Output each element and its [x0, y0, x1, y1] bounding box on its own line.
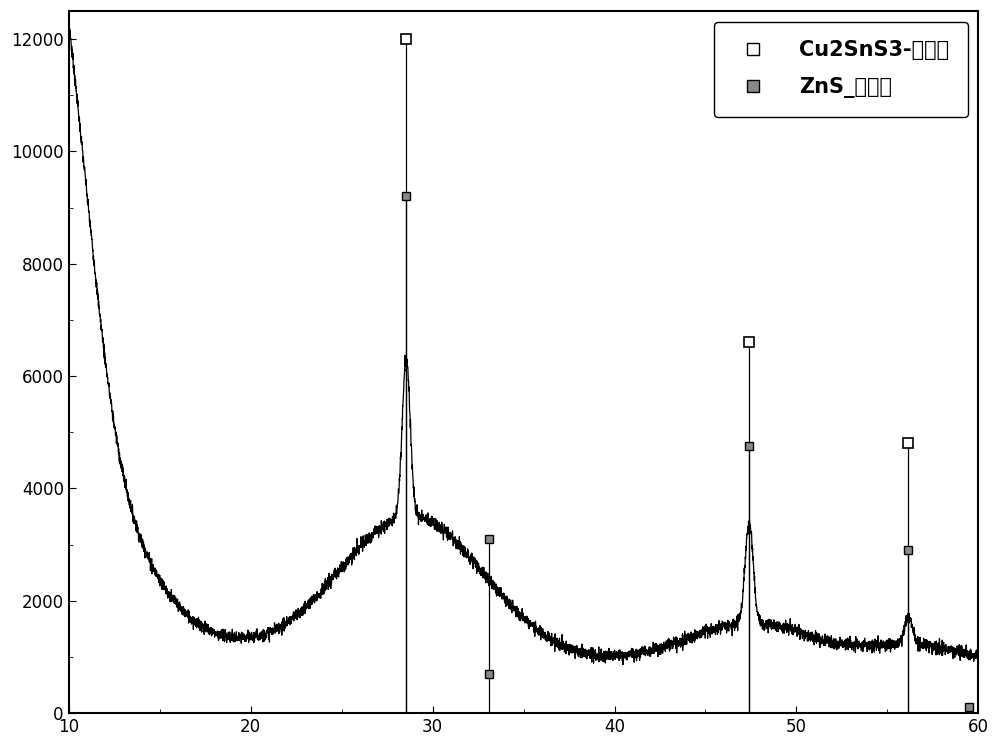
Legend: Cu2SnS3-立方体, ZnS_闪锌矿: Cu2SnS3-立方体, ZnS_闪锌矿: [714, 22, 968, 117]
